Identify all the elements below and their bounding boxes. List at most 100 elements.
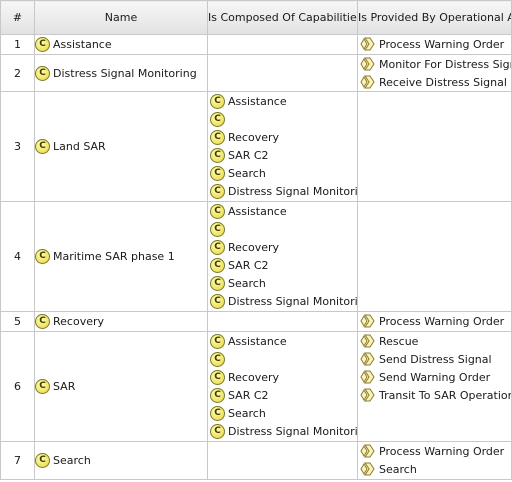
name-cell[interactable]: C Search (34, 441, 208, 480)
table-row[interactable]: 6 C SAR C Assistance C C Recovery C SAR C2 C Search… (0, 331, 512, 442)
name-cell[interactable]: C Recovery (34, 311, 208, 332)
column-header-name[interactable]: Name (34, 0, 208, 35)
capability-name-label: SAR (53, 380, 76, 393)
capability-label: Search (228, 166, 266, 180)
name-cell[interactable]: C Maritime SAR phase 1 (34, 201, 208, 312)
operational-activity-icon (360, 444, 375, 458)
activity-item[interactable]: Search (359, 460, 511, 478)
activity-item[interactable]: Process Warning Order (359, 313, 511, 331)
activities-cell[interactable]: Process Warning Order (357, 311, 512, 332)
activities-cell[interactable] (357, 201, 512, 312)
capability-icon: C (35, 65, 50, 81)
capability-icon: C (210, 275, 225, 291)
capability-name-item[interactable]: C Distress Signal Monitoring (35, 64, 207, 82)
capability-item[interactable]: C Search (209, 274, 357, 292)
capability-item[interactable]: C Assistance (209, 203, 357, 221)
activities-cell[interactable]: Monitor For Distress Signal Receive Distr… (357, 54, 512, 92)
capability-icon: C (210, 387, 225, 403)
capabilities-cell[interactable] (207, 441, 358, 480)
capability-item[interactable]: C Recovery (209, 238, 357, 256)
capability-item[interactable]: C Distress Signal Monitoring (209, 292, 357, 310)
capability-icon: C (210, 147, 225, 163)
activity-label: Search (379, 462, 417, 476)
capability-icon: C (210, 333, 225, 349)
activity-label: Send Distress Signal (379, 352, 492, 366)
capability-item[interactable]: C (209, 350, 357, 368)
capability-name-label: Assistance (53, 38, 112, 51)
activity-item[interactable]: Transit To SAR Operation (359, 386, 511, 404)
capability-item[interactable]: C Distress Signal Monitoring (209, 182, 357, 200)
activity-item[interactable]: Process Warning Order (359, 36, 511, 54)
capability-name-item[interactable]: C SAR (35, 378, 207, 396)
capability-item[interactable]: C Assistance (209, 93, 357, 111)
capability-label: Search (228, 276, 266, 290)
capability-icon: C (35, 139, 50, 154)
capability-icon: C (210, 183, 225, 199)
name-cell[interactable]: C Distress Signal Monitoring (34, 54, 208, 92)
activity-item[interactable]: Send Distress Signal (359, 350, 511, 368)
capability-name-item[interactable]: C Maritime SAR phase 1 (35, 248, 207, 266)
capability-item[interactable]: C (209, 110, 357, 128)
table-row[interactable]: 1 C Assistance Process Warning Order (0, 34, 512, 55)
capability-name-item[interactable]: C Search (35, 452, 207, 470)
capability-label: SAR C2 (228, 258, 269, 272)
capabilities-cell[interactable]: C Assistance C C Recovery C SAR C2 C Search C Dist… (207, 91, 358, 202)
column-header-capabilities[interactable]: Is Composed Of Capabilities (207, 0, 358, 35)
row-number: 3 (0, 91, 35, 202)
capability-icon: C (210, 221, 225, 237)
activities-cell[interactable]: Process Warning Order (357, 34, 512, 55)
capabilities-cell[interactable]: C Assistance C C Recovery C SAR C2 C Search C Dist… (207, 201, 358, 312)
operational-activity-icon (360, 388, 375, 402)
capabilities-cell[interactable]: C Assistance C C Recovery C SAR C2 C Search C Dist… (207, 331, 358, 442)
capability-icon: C (210, 405, 225, 421)
capability-item[interactable]: C Distress Signal Monitoring (209, 422, 358, 440)
capability-name-item[interactable]: C Assistance (35, 36, 207, 54)
table-row[interactable]: 4 C Maritime SAR phase 1 C Assistance C C Recov… (0, 201, 512, 312)
activities-cell[interactable]: Rescue Send Distress Signal Send Warning O… (357, 331, 512, 442)
capability-icon: C (210, 239, 225, 255)
capabilities-cell[interactable] (207, 54, 358, 92)
activity-item[interactable]: Monitor For Distress Signal (359, 56, 511, 74)
capability-item[interactable]: C Search (209, 404, 357, 422)
table-row[interactable]: 3 C Land SAR C Assistance C C Recovery C SAR C2 C S… (0, 91, 512, 202)
table-row[interactable]: 7 C Search Process Warning Order Search (0, 441, 512, 480)
column-header-num[interactable]: # (0, 0, 35, 35)
capability-item[interactable]: C SAR C2 (209, 386, 357, 404)
table-row[interactable]: 5 C Recovery Process Warning Order (0, 311, 512, 332)
capability-icon: C (35, 37, 50, 52)
name-cell[interactable]: C SAR (34, 331, 208, 442)
capability-icon: C (210, 351, 225, 367)
capability-item[interactable]: C Search (209, 164, 357, 182)
table-row[interactable]: 2 C Distress Signal Monitoring Monitor For … (0, 54, 512, 92)
capability-item[interactable]: C Recovery (209, 368, 357, 386)
activity-item[interactable]: Receive Distress Signal (359, 73, 511, 91)
activity-item[interactable]: Send Warning Order (359, 368, 511, 386)
activities-cell[interactable]: Process Warning Order Search (357, 441, 512, 480)
capability-item[interactable]: C SAR C2 (209, 256, 357, 274)
activity-item[interactable]: Process Warning Order (359, 443, 511, 461)
capabilities-cell[interactable] (207, 34, 358, 55)
row-number: 7 (0, 441, 35, 480)
capability-icon: C (35, 249, 50, 264)
capabilities-cell[interactable] (207, 311, 358, 332)
capability-label: Distress Signal Monitoring (228, 424, 358, 438)
capability-icon: C (210, 93, 225, 109)
name-cell[interactable]: C Land SAR (34, 91, 208, 202)
capability-item[interactable]: C Recovery (209, 128, 357, 146)
capability-label: Assistance (228, 204, 287, 218)
capability-name-item[interactable]: C Recovery (35, 313, 207, 331)
capability-item[interactable]: C (209, 220, 357, 238)
column-header-activities[interactable]: Is Provided By Operational Activity (357, 0, 512, 35)
activity-item[interactable]: Rescue (359, 333, 511, 351)
capability-icon: C (210, 203, 225, 219)
capability-name-label: Distress Signal Monitoring (53, 66, 197, 80)
capability-item[interactable]: C Assistance (209, 333, 357, 351)
row-number: 1 (0, 34, 35, 55)
activities-cell[interactable] (357, 91, 512, 202)
capability-label: Assistance (228, 334, 287, 348)
capability-name-item[interactable]: C Land SAR (35, 138, 207, 156)
capability-item[interactable]: C SAR C2 (209, 146, 357, 164)
capability-icon: C (210, 293, 225, 309)
name-cell[interactable]: C Assistance (34, 34, 208, 55)
